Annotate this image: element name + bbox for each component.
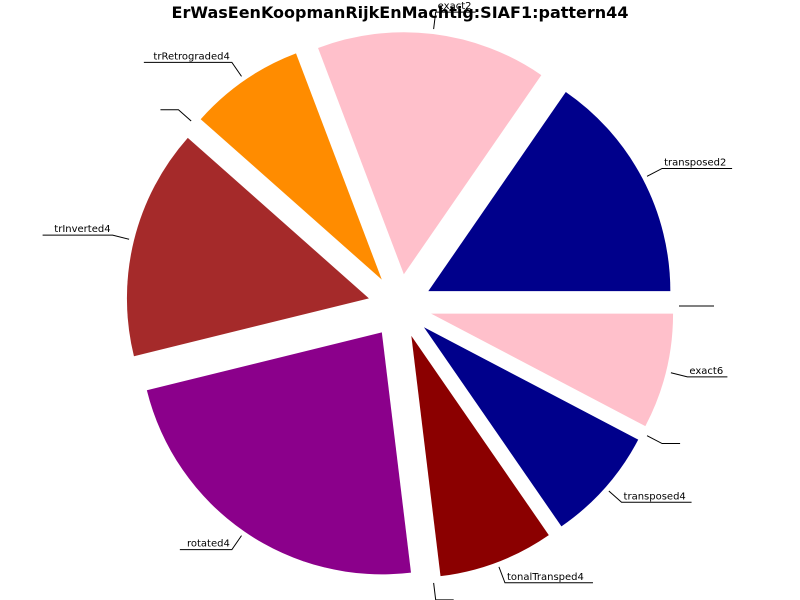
slice-label-1: exact2 xyxy=(438,1,472,12)
pie-slice-5 xyxy=(146,332,411,575)
leader-line-8 xyxy=(608,490,692,503)
leader-line-2 xyxy=(143,61,242,77)
leader-line-10 xyxy=(670,372,728,378)
chart-title: ErWasEenKoopmanRijkEnMachtig:SIAF1:patte… xyxy=(171,3,629,22)
leader-line-7 xyxy=(498,566,593,584)
pie-slice-4 xyxy=(126,137,369,357)
pie-slice-8 xyxy=(423,327,639,527)
leader-line-4 xyxy=(42,234,130,240)
slice-label-5: rotated4 xyxy=(187,539,230,550)
leader-line-3 xyxy=(160,109,192,122)
leader-line-1 xyxy=(433,11,476,30)
leader-line-9 xyxy=(646,435,681,445)
leader-line-6 xyxy=(433,582,454,600)
leader-line-5 xyxy=(179,535,242,551)
pie-slice-1 xyxy=(318,32,542,275)
slice-label-4: trInverted4 xyxy=(54,224,110,235)
slice-label-2: trRetrograded4 xyxy=(153,51,229,62)
pie-slice-0 xyxy=(428,91,671,292)
slice-label-10: exact6 xyxy=(689,366,723,377)
slice-label-0: transposed2 xyxy=(664,157,726,168)
pie-slice-7 xyxy=(411,335,549,577)
pie-slice-10 xyxy=(431,313,674,427)
pie-slice-2 xyxy=(200,53,382,280)
slice-label-8: transposed4 xyxy=(624,491,686,502)
slice-label-7: tonalTransped4 xyxy=(507,572,584,583)
leader-line-0 xyxy=(646,167,733,177)
